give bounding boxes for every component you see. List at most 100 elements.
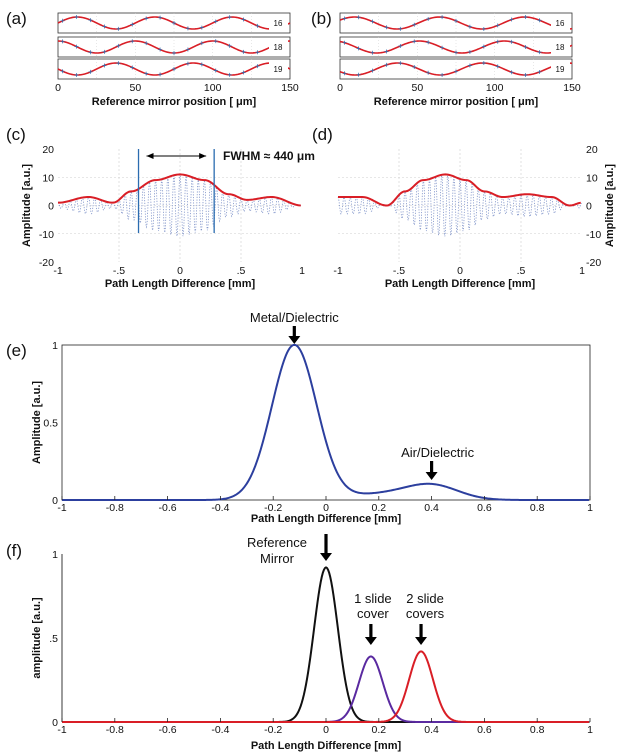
strip-label-bg — [551, 61, 570, 77]
peak-line-black — [62, 566, 589, 723]
strip-data-marker — [213, 19, 218, 24]
strip-data-marker — [509, 70, 514, 75]
strip-data-marker — [199, 41, 204, 46]
strip-data-marker — [241, 17, 246, 22]
x-tick-label: -.5 — [393, 265, 405, 277]
x-tick-label: 100 — [486, 82, 504, 94]
strip-data-marker — [440, 45, 445, 50]
strip-label-19: 19 — [274, 65, 283, 74]
strip-data-marker — [116, 43, 121, 48]
fwhm-arrow-head-left — [146, 153, 154, 159]
x-tick-label: 0 — [337, 82, 343, 94]
strip-data-marker — [130, 22, 135, 27]
annotation-reference-line2: Mirror — [260, 551, 295, 566]
strip-data-marker — [356, 72, 361, 77]
strip-data-marker — [227, 43, 232, 48]
plot-frame — [61, 344, 591, 501]
x-tick-label: 50 — [129, 82, 141, 94]
strip-label-16: 16 — [556, 19, 565, 28]
x-tick-label: -0.8 — [106, 502, 124, 514]
x-axis-label: Path Length Difference [mm] — [251, 513, 402, 525]
x-tick-label: .5 — [517, 265, 526, 277]
strip-data-marker — [467, 49, 472, 54]
strip-label-bg — [269, 39, 288, 55]
x-axis-label: Path Length Difference [mm] — [251, 740, 402, 752]
strip-data-marker — [509, 17, 514, 22]
arrow-metal-dielectric — [288, 326, 301, 344]
x-tick-label: -1 — [57, 502, 66, 514]
strip-label-bg — [269, 15, 288, 31]
y-tick-label: 0 — [586, 201, 592, 213]
panel-letter-b: (b) — [311, 9, 332, 28]
strip-data-marker — [454, 50, 458, 55]
strip-label-bg — [269, 61, 288, 77]
x-tick-label: 150 — [281, 82, 299, 94]
x-tick-label: 0.4 — [424, 724, 439, 736]
x-tick-label: -0.4 — [211, 502, 229, 514]
strip-data-marker — [158, 47, 163, 52]
strip-data-marker — [356, 15, 361, 20]
strip-data-marker — [398, 26, 403, 31]
arrow-1-slide-cover-head — [364, 637, 377, 645]
strip-data-marker — [102, 49, 107, 54]
x-axis-label: Path Length Difference [mm] — [385, 278, 536, 290]
strip-data-marker — [537, 69, 542, 74]
x-tick-label: -.5 — [113, 265, 125, 277]
x-tick-label: 0.2 — [371, 502, 386, 514]
x-tick-label: -0.6 — [159, 724, 177, 736]
strip-data-marker — [74, 72, 79, 77]
strip-data-marker — [60, 18, 65, 23]
strip-18: 18 — [339, 36, 573, 58]
plot-d — [337, 149, 582, 262]
strip-data-marker — [88, 69, 93, 74]
strip-label-bg — [551, 39, 570, 55]
strip-data-marker — [537, 18, 542, 23]
arrow-2-slide-covers-head — [415, 637, 428, 645]
x-tick-label: 0.4 — [424, 502, 439, 514]
x-tick-label: 0 — [323, 724, 329, 736]
x-tick-label: -1 — [333, 265, 342, 277]
strip-16: 16 — [57, 12, 291, 34]
strip-19: 19 — [57, 58, 291, 80]
strip-data-marker — [88, 50, 93, 55]
x-tick-label: 0 — [177, 265, 183, 277]
y-axis-label: Amplitude [a.u.] — [31, 381, 43, 464]
y-axis-label: Amplitude [a.u.] — [21, 164, 33, 247]
annotation-metal-dielectric: Metal/Dielectric — [250, 310, 339, 325]
strip-data-marker — [199, 25, 204, 30]
x-tick-label: 100 — [204, 82, 222, 94]
x-tick-label: 1 — [299, 265, 305, 277]
arrow-metal-dielectric-head — [288, 336, 301, 344]
strip-data-marker — [172, 21, 176, 25]
x-tick-label: -0.2 — [264, 502, 282, 514]
strip-data-marker — [426, 70, 431, 75]
y-tick-label: 0 — [48, 201, 54, 213]
strip-data-marker — [481, 44, 486, 49]
y-tick-label: 0 — [52, 717, 58, 729]
strip-data-marker — [172, 51, 176, 55]
strip-data-marker — [185, 26, 190, 31]
y-tick-label: 10 — [42, 172, 54, 184]
strip-data-marker — [384, 62, 389, 67]
y-axis-label: amplitude [a.u.] — [31, 597, 43, 679]
strip-data-marker — [440, 15, 445, 20]
strip-data-marker — [185, 47, 190, 52]
plot-c — [57, 149, 302, 262]
strip-data-marker — [116, 61, 121, 66]
arrow-air-dielectric-head — [425, 472, 438, 480]
strip-data-marker — [412, 22, 417, 27]
envelope-line — [57, 173, 301, 207]
strip-data-marker — [481, 26, 486, 31]
strip-data-marker — [74, 15, 79, 20]
strip-data-marker — [213, 68, 218, 73]
strip-data-marker — [88, 18, 93, 23]
strip-label-19: 19 — [556, 65, 565, 74]
strip-data-marker — [158, 15, 163, 20]
interferogram-signal — [57, 174, 302, 237]
strip-data-marker — [227, 72, 232, 77]
strip-data-marker — [495, 64, 500, 69]
x-tick-label: 1 — [579, 265, 585, 277]
x-tick-label: 1 — [587, 724, 593, 736]
strip-data-marker — [342, 40, 347, 45]
x-axis-label: Reference mirror position [ μm] — [374, 96, 539, 108]
